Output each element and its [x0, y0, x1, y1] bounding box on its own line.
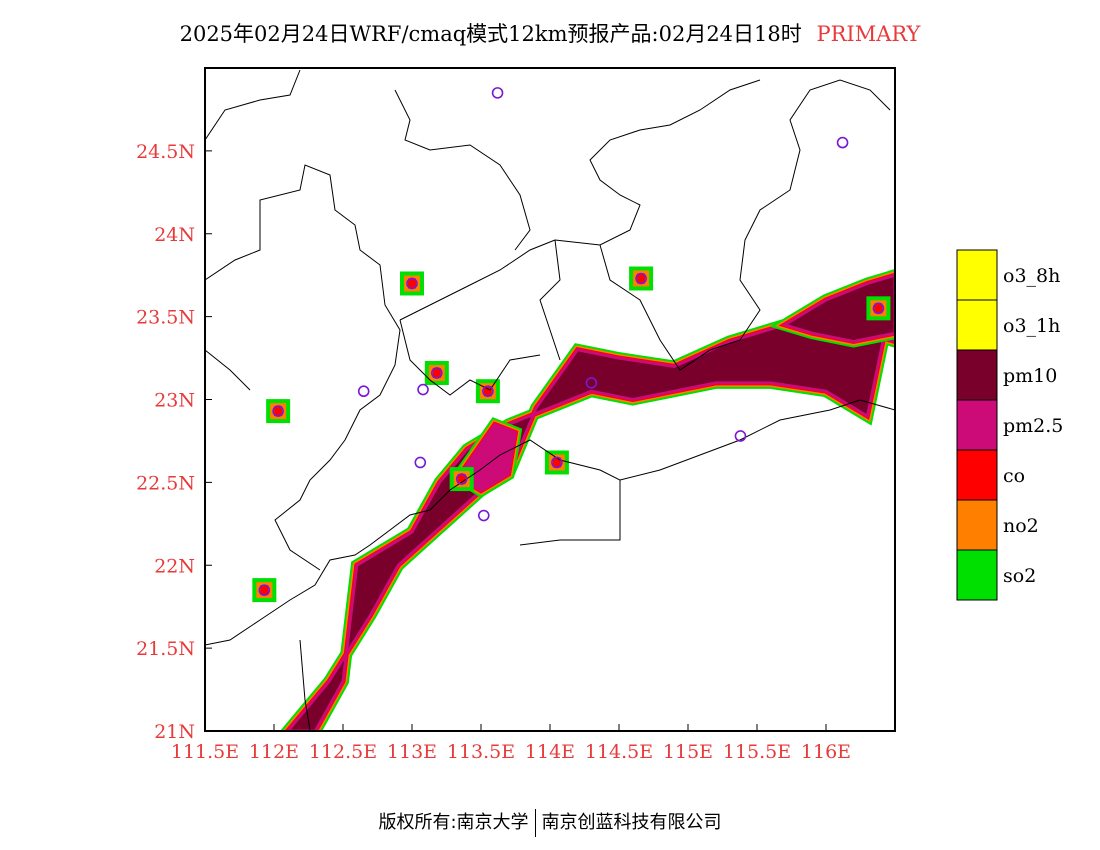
station-marker — [482, 385, 494, 398]
legend-label: no2 — [1003, 515, 1039, 537]
legend-label: o3_1h — [1003, 315, 1060, 337]
pollutant-region-layer — [252, 266, 895, 731]
station-marker — [417, 383, 429, 396]
legend-label: o3_8h — [1003, 265, 1060, 287]
legend-swatch — [956, 399, 998, 451]
lon-tick-label: 111.5E — [171, 741, 239, 763]
county-boundary — [399, 319, 541, 396]
station-marker — [357, 385, 370, 398]
latitude-axis: 21N 21.5N 22N 22.5N 23N 23.5N 24N 24.5N — [136, 141, 212, 743]
legend-swatch — [956, 249, 998, 301]
lon-tick-label: 116E — [801, 741, 851, 763]
station-marker — [272, 405, 284, 417]
legend-label: pm2.5 — [1003, 415, 1063, 437]
cell-co — [457, 474, 466, 485]
county-boundary — [399, 239, 556, 321]
legend-label: co — [1003, 465, 1025, 487]
copyright-owner: 版权所有:南京大学 — [378, 812, 529, 833]
station-marker — [406, 277, 418, 290]
coastline — [619, 399, 895, 481]
station-marker — [585, 377, 598, 389]
station-marker — [258, 584, 271, 596]
pollutant-legend: o3_8h o3_1h pm10 pm2.5 co no2 so2 — [956, 249, 1063, 601]
lat-tick-label: 23N — [154, 390, 195, 412]
lon-tick-label: 115E — [663, 741, 713, 763]
footer-separator — [534, 809, 536, 837]
title-tag: PRIMARY — [816, 22, 921, 46]
county-boundary — [205, 164, 401, 571]
county-boundary — [539, 239, 561, 361]
lat-tick-label: 24N — [154, 224, 195, 246]
coastline — [299, 639, 311, 731]
lon-tick-label: 113.5E — [447, 741, 515, 763]
copyright-footer: 版权所有:南京大学 南京创蓝科技有限公司 — [0, 808, 1100, 837]
cell-co — [483, 386, 492, 397]
lat-tick-label: 21.5N — [136, 638, 195, 660]
lon-tick-label: 112.5E — [309, 741, 377, 763]
cell-co — [408, 278, 416, 289]
lon-tick-label: 115.5E — [723, 741, 791, 763]
legend-label: so2 — [1003, 565, 1036, 587]
station-marker-layer — [258, 87, 885, 596]
lat-tick-label: 22N — [154, 555, 195, 577]
lon-tick-label: 114.5E — [585, 741, 653, 763]
station-marker — [635, 272, 647, 285]
station-marker — [431, 367, 443, 379]
station-marker — [491, 87, 504, 99]
cell-co — [874, 303, 883, 314]
station-marker — [836, 136, 849, 149]
lon-tick-label: 114E — [525, 741, 575, 763]
cell-co — [274, 406, 283, 417]
station-marker — [734, 430, 747, 442]
legend-swatch — [956, 499, 998, 551]
lat-tick-label: 24.5N — [136, 141, 195, 163]
coastline — [205, 439, 621, 646]
lat-tick-label: 21N — [154, 721, 195, 743]
cell-co — [432, 367, 441, 378]
legend-label: pm10 — [1003, 365, 1057, 387]
chart-title: 2025年02月24日WRF/cmaq模式12km预报产品:02月24日18时 … — [0, 18, 1100, 48]
county-boundary — [394, 89, 531, 251]
lat-tick-label: 22.5N — [136, 472, 195, 494]
station-marker — [551, 456, 563, 469]
legend-swatch — [956, 449, 998, 501]
lon-tick-label: 112E — [249, 741, 299, 763]
region-northeast-pm10 — [780, 273, 895, 344]
cell-co — [552, 457, 561, 468]
legend-swatch — [956, 299, 998, 351]
title-main: 2025年02月24日WRF/cmaq模式12km预报产品:02月24日18时 — [179, 22, 802, 46]
station-marker — [414, 456, 427, 469]
cell-co — [260, 585, 269, 596]
station-marker — [872, 302, 885, 315]
county-boundary — [554, 79, 761, 246]
county-boundary — [205, 349, 251, 391]
legend-swatch — [956, 349, 998, 401]
lat-tick-label: 23.5N — [136, 307, 195, 329]
station-marker — [455, 473, 468, 485]
copyright-company: 南京创蓝科技有限公司 — [541, 812, 722, 833]
lon-tick-label: 113E — [387, 741, 437, 763]
province-boundary-layer — [205, 69, 895, 731]
county-boundary — [205, 69, 301, 141]
cell-co — [637, 273, 646, 284]
county-boundary — [599, 79, 891, 371]
longitude-axis: 111.5E 112E 112.5E 113E 113.5E 114E 114.5E 115E… — [171, 724, 851, 763]
station-marker — [477, 509, 490, 522]
legend-swatch — [956, 549, 998, 601]
